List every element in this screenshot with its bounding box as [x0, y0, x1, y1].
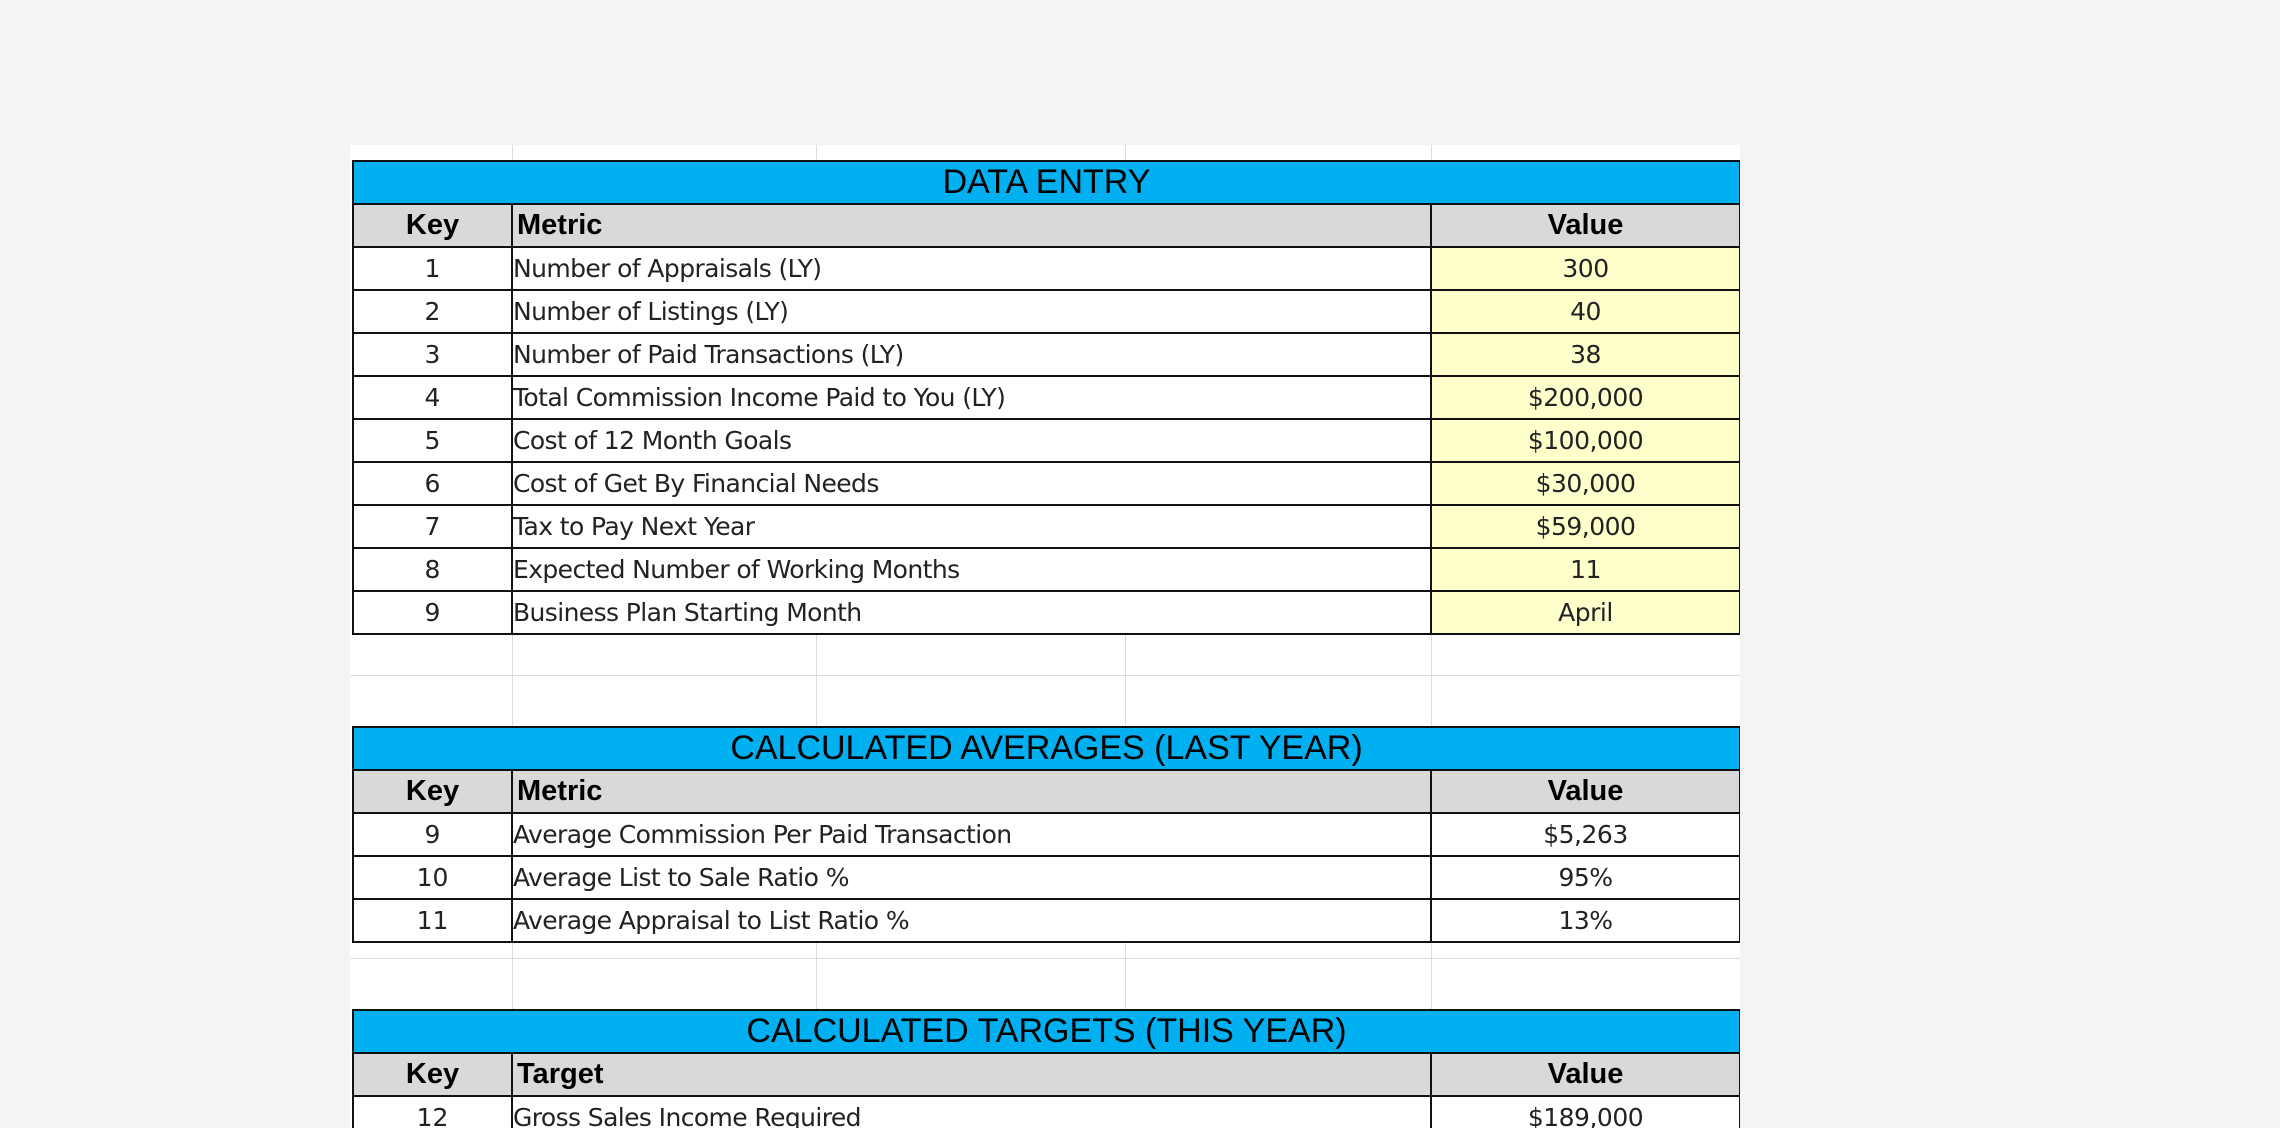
key-cell[interactable]: 4: [352, 375, 513, 420]
gridline: [350, 958, 1740, 959]
key-cell[interactable]: 1: [352, 246, 513, 291]
table-row: 7 Tax to Pay Next Year $59,000: [352, 504, 1740, 549]
averages-table: CALCULATED AVERAGES (LAST YEAR) Key Metr…: [352, 726, 1740, 943]
table-row: 12 Gross Sales Income Required $189,000: [352, 1095, 1740, 1128]
value-cell[interactable]: $189,000: [1430, 1095, 1740, 1128]
value-header[interactable]: Value: [1430, 1052, 1740, 1097]
spreadsheet-area: DATA ENTRY Key Metric Value 1 Number of …: [350, 145, 1740, 1128]
table-row: 10 Average List to Sale Ratio % 95%: [352, 855, 1740, 900]
table-row: 11 Average Appraisal to List Ratio % 13%: [352, 898, 1740, 943]
metric-cell[interactable]: Tax to Pay Next Year: [511, 504, 1432, 549]
value-input-cell[interactable]: 11: [1429, 547, 1740, 592]
key-cell[interactable]: 5: [352, 418, 513, 463]
metric-header[interactable]: Metric: [511, 203, 1432, 248]
metric-cell[interactable]: Expected Number of Working Months: [511, 547, 1432, 592]
value-input-cell[interactable]: April: [1429, 590, 1740, 635]
data-entry-title-row: DATA ENTRY: [351, 160, 1740, 205]
value-input-cell[interactable]: 40: [1429, 289, 1740, 334]
averages-title-row: CALCULATED AVERAGES (LAST YEAR): [352, 726, 1740, 771]
value-input-cell[interactable]: $100,000: [1429, 418, 1740, 463]
value-input-cell[interactable]: $59,000: [1429, 504, 1740, 549]
value-header[interactable]: Value: [1429, 203, 1740, 248]
table-row: 6 Cost of Get By Financial Needs $30,000: [352, 461, 1740, 506]
table-row: 1 Number of Appraisals (LY) 300: [352, 246, 1740, 291]
data-entry-table: DATA ENTRY Key Metric Value 1 Number of …: [351, 160, 1740, 635]
table-row: 9 Average Commission Per Paid Transactio…: [352, 812, 1740, 857]
metric-cell[interactable]: Number of Listings (LY): [511, 289, 1432, 334]
section-title: CALCULATED TARGETS (THIS YEAR): [352, 1009, 1740, 1054]
key-cell[interactable]: 12: [352, 1095, 513, 1128]
key-cell[interactable]: 9: [352, 590, 513, 635]
target-header[interactable]: Target: [511, 1052, 1432, 1097]
metric-cell[interactable]: Number of Paid Transactions (LY): [511, 332, 1432, 377]
key-header[interactable]: Key: [352, 203, 513, 248]
table-row: 3 Number of Paid Transactions (LY) 38: [352, 332, 1740, 377]
key-cell[interactable]: 10: [352, 855, 513, 900]
value-cell[interactable]: 13%: [1430, 898, 1740, 943]
table-row: 4 Total Commission Income Paid to You (L…: [352, 375, 1740, 420]
column-header-row: Key Target Value: [352, 1052, 1740, 1097]
key-header[interactable]: Key: [352, 769, 513, 814]
key-cell[interactable]: 8: [352, 547, 513, 592]
gridline: [350, 675, 1740, 676]
column-header-row: Key Metric Value: [352, 769, 1740, 814]
metric-cell[interactable]: Number of Appraisals (LY): [511, 246, 1432, 291]
value-input-cell[interactable]: 38: [1429, 332, 1740, 377]
value-input-cell[interactable]: $200,000: [1429, 375, 1740, 420]
metric-header[interactable]: Metric: [511, 769, 1432, 814]
metric-cell[interactable]: Cost of Get By Financial Needs: [511, 461, 1432, 506]
metric-cell[interactable]: Average Commission Per Paid Transaction: [511, 812, 1432, 857]
table-row: 8 Expected Number of Working Months 11: [352, 547, 1740, 592]
targets-title-row: CALCULATED TARGETS (THIS YEAR): [352, 1009, 1740, 1054]
value-header[interactable]: Value: [1430, 769, 1740, 814]
key-cell[interactable]: 9: [352, 812, 513, 857]
value-cell[interactable]: $5,263: [1430, 812, 1740, 857]
value-input-cell[interactable]: 300: [1429, 246, 1740, 291]
value-cell[interactable]: 95%: [1430, 855, 1740, 900]
key-cell[interactable]: 7: [352, 504, 513, 549]
metric-cell[interactable]: Cost of 12 Month Goals: [511, 418, 1432, 463]
key-cell[interactable]: 2: [352, 289, 513, 334]
table-row: 9 Business Plan Starting Month April: [352, 590, 1740, 635]
section-title: DATA ENTRY: [351, 160, 1740, 205]
table-row: 5 Cost of 12 Month Goals $100,000: [352, 418, 1740, 463]
metric-cell[interactable]: Total Commission Income Paid to You (LY): [511, 375, 1432, 420]
value-input-cell[interactable]: $30,000: [1429, 461, 1740, 506]
section-title: CALCULATED AVERAGES (LAST YEAR): [352, 726, 1740, 771]
target-cell[interactable]: Gross Sales Income Required: [511, 1095, 1432, 1128]
metric-cell[interactable]: Average List to Sale Ratio %: [511, 855, 1432, 900]
key-cell[interactable]: 11: [352, 898, 513, 943]
key-cell[interactable]: 3: [352, 332, 513, 377]
table-row: 2 Number of Listings (LY) 40: [352, 289, 1740, 334]
key-header[interactable]: Key: [352, 1052, 513, 1097]
targets-table: CALCULATED TARGETS (THIS YEAR) Key Targe…: [352, 1009, 1740, 1128]
column-header-row: Key Metric Value: [352, 203, 1740, 248]
key-cell[interactable]: 6: [352, 461, 513, 506]
metric-cell[interactable]: Business Plan Starting Month: [511, 590, 1432, 635]
metric-cell[interactable]: Average Appraisal to List Ratio %: [511, 898, 1432, 943]
